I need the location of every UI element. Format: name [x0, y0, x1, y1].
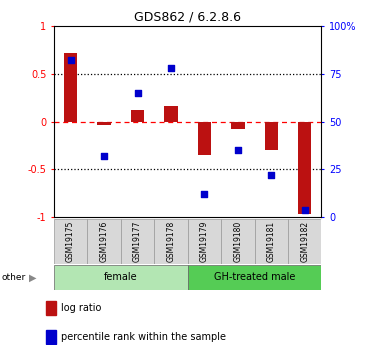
Point — [302, 207, 308, 213]
Text: ▶: ▶ — [29, 273, 36, 282]
Text: GSM19180: GSM19180 — [233, 221, 243, 262]
Point — [201, 191, 208, 197]
Text: other: other — [2, 273, 26, 282]
Text: log ratio: log ratio — [61, 303, 102, 313]
Bar — [131, 110, 144, 122]
Bar — [187, 219, 221, 264]
Point — [67, 58, 74, 63]
Text: GSM19176: GSM19176 — [100, 221, 109, 262]
Bar — [254, 219, 288, 264]
Text: GSM19178: GSM19178 — [166, 221, 176, 262]
Bar — [154, 219, 187, 264]
Bar — [64, 53, 77, 122]
Text: GSM19182: GSM19182 — [300, 221, 309, 262]
Bar — [46, 301, 56, 315]
Point — [235, 148, 241, 153]
Bar — [54, 265, 187, 290]
Bar — [54, 219, 87, 264]
Text: GDS862 / 6.2.8.6: GDS862 / 6.2.8.6 — [134, 10, 241, 23]
Bar — [164, 106, 177, 122]
Text: GSM19177: GSM19177 — [133, 221, 142, 262]
Bar — [298, 122, 311, 215]
Text: female: female — [104, 273, 137, 282]
Bar — [87, 219, 121, 264]
Bar — [221, 219, 254, 264]
Point — [168, 65, 174, 71]
Text: GSM19179: GSM19179 — [200, 221, 209, 262]
Point — [101, 153, 107, 159]
Bar — [187, 265, 321, 290]
Text: percentile rank within the sample: percentile rank within the sample — [61, 332, 226, 342]
Bar — [288, 219, 321, 264]
Text: GSM19181: GSM19181 — [267, 221, 276, 262]
Bar — [121, 219, 154, 264]
Bar — [46, 330, 56, 344]
Bar — [97, 122, 111, 126]
Text: GSM19175: GSM19175 — [66, 221, 75, 262]
Bar — [198, 122, 211, 155]
Point — [134, 90, 141, 96]
Text: GH-treated male: GH-treated male — [214, 273, 295, 282]
Point — [268, 172, 275, 178]
Bar — [264, 122, 278, 150]
Bar — [231, 122, 244, 129]
